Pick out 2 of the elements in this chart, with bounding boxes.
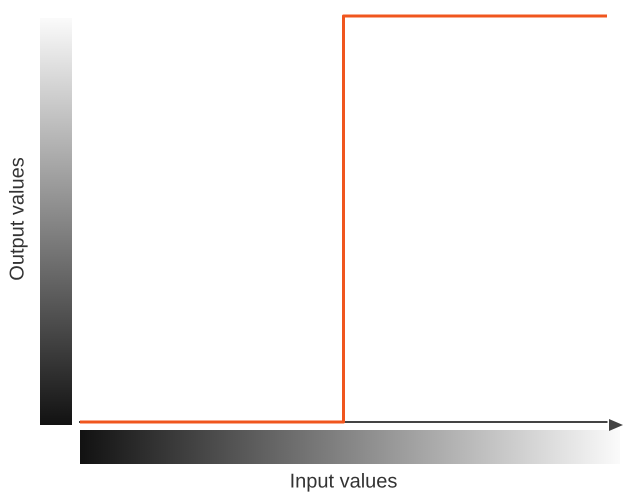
x-axis-title: Input values: [290, 470, 398, 493]
y-axis-title: Output values: [6, 157, 29, 281]
